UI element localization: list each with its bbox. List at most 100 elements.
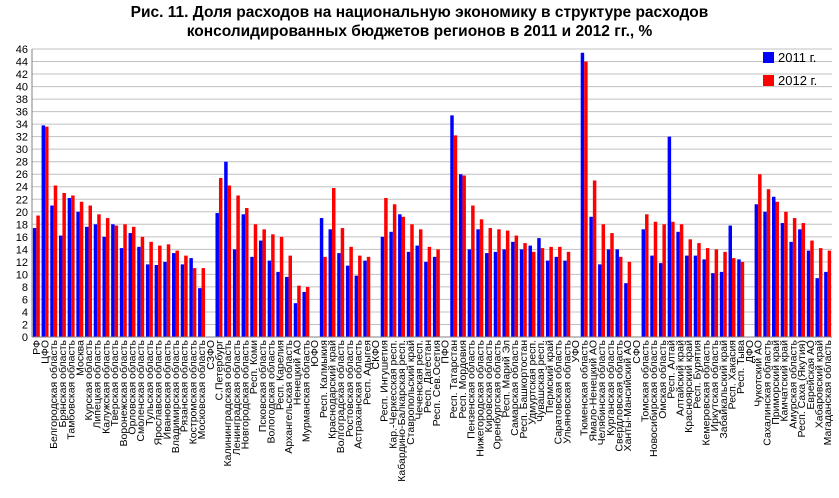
bar-2012 bbox=[497, 229, 501, 337]
bar-2011 bbox=[667, 136, 672, 337]
legend-swatch-2012 bbox=[763, 75, 774, 86]
y-tick-label: 38 bbox=[16, 94, 28, 106]
bar-2011 bbox=[415, 245, 419, 337]
x-category-label: Респ. Калмыкия bbox=[318, 340, 330, 418]
bar-2012 bbox=[566, 251, 571, 337]
y-tick-label: 26 bbox=[16, 169, 28, 181]
x-category-label: Брянская область bbox=[57, 339, 69, 427]
x-category-label: Вологодская область bbox=[266, 339, 278, 443]
bar-2012 bbox=[166, 244, 171, 337]
bar-2012 bbox=[784, 211, 788, 337]
x-category-label: Москва bbox=[74, 340, 86, 376]
x-category-label: ПФО bbox=[440, 340, 452, 364]
x-category-label: Калининградская область bbox=[222, 339, 234, 466]
bar-2012 bbox=[323, 256, 327, 337]
bar-2012 bbox=[471, 205, 475, 337]
bar-2011 bbox=[250, 256, 254, 337]
y-tick-label: 8 bbox=[22, 282, 28, 294]
bar-2012 bbox=[601, 224, 606, 337]
bar-2012 bbox=[245, 208, 249, 337]
bar-2011 bbox=[276, 271, 280, 337]
bar-2012 bbox=[792, 218, 797, 337]
bar-2012 bbox=[558, 246, 562, 337]
y-tick-label: 16 bbox=[16, 232, 28, 244]
bar-2012 bbox=[114, 225, 119, 337]
x-category-label: Новосибирская область bbox=[648, 339, 660, 456]
y-tick-label: 40 bbox=[16, 82, 28, 94]
bar-2012 bbox=[801, 223, 806, 337]
bar-2012 bbox=[523, 243, 527, 337]
x-category-label: СКФО bbox=[370, 340, 382, 370]
bar-2011 bbox=[354, 275, 359, 337]
bar-2012 bbox=[140, 236, 145, 337]
y-tick-label: 36 bbox=[16, 107, 28, 119]
x-category-label: Респ. Алтай bbox=[666, 340, 678, 399]
bar-2012 bbox=[705, 248, 710, 337]
bar-2011 bbox=[815, 278, 819, 337]
y-tick-label: 4 bbox=[22, 307, 28, 319]
x-category-label: СЗФО bbox=[205, 340, 217, 370]
bar-2011 bbox=[163, 261, 167, 337]
bar-2012 bbox=[818, 248, 823, 337]
y-tick-label: 44 bbox=[16, 57, 28, 69]
x-category-label: Ростовская область bbox=[344, 339, 356, 437]
bar-2012 bbox=[810, 240, 814, 337]
bar-2012 bbox=[410, 224, 414, 337]
bar-2011 bbox=[172, 253, 176, 337]
bar-2012 bbox=[184, 255, 188, 337]
y-tick-label: 14 bbox=[16, 244, 28, 256]
bar-2011 bbox=[232, 249, 237, 337]
bar-2012 bbox=[36, 215, 40, 337]
bar-2012 bbox=[358, 255, 362, 337]
bar-2011 bbox=[293, 303, 298, 337]
bar-2012 bbox=[201, 268, 206, 337]
bar-2011 bbox=[458, 174, 463, 337]
x-category-label: Кировская область bbox=[483, 339, 495, 432]
x-category-label: Курганская область bbox=[605, 339, 617, 435]
bar-2012 bbox=[401, 216, 406, 337]
bar-2011 bbox=[76, 211, 80, 337]
bar-2012 bbox=[305, 286, 310, 337]
bar-2012 bbox=[149, 241, 153, 337]
x-category-label: Магаданская область bbox=[822, 339, 834, 445]
x-category-label: Владимирская область bbox=[170, 339, 182, 453]
bar-2012 bbox=[262, 229, 266, 337]
y-tick-label: 20 bbox=[16, 207, 28, 219]
bar-2012 bbox=[53, 185, 58, 337]
x-category-label: Орловская область bbox=[127, 339, 139, 434]
bar-2012 bbox=[123, 224, 127, 337]
bar-2011 bbox=[154, 265, 159, 337]
bar-2011 bbox=[519, 249, 524, 337]
x-category-label: Ненецкий АО bbox=[292, 340, 304, 405]
bar-2011 bbox=[772, 196, 776, 337]
bar-2011 bbox=[58, 235, 63, 337]
x-category-label: Псковская область bbox=[257, 339, 269, 432]
bar-2012 bbox=[253, 224, 258, 337]
bar-2011 bbox=[511, 241, 515, 337]
bar-2011 bbox=[693, 255, 698, 337]
bar-2012 bbox=[97, 214, 101, 337]
bar-2011 bbox=[711, 273, 715, 337]
bar-2011 bbox=[485, 253, 489, 337]
bar-2011 bbox=[685, 255, 689, 337]
y-tick-label: 32 bbox=[16, 132, 28, 144]
x-category-label: Калужская область bbox=[100, 339, 112, 433]
bar-2011 bbox=[641, 229, 646, 337]
x-category-label: Респ. Тыва bbox=[735, 340, 747, 394]
x-category-label: Свердловская область bbox=[613, 339, 625, 451]
bar-2011 bbox=[424, 261, 428, 337]
x-category-label: Забайкальский край bbox=[718, 340, 730, 439]
bar-2011 bbox=[598, 264, 602, 337]
x-category-label: Краснодарский край bbox=[327, 340, 339, 439]
bar-2011 bbox=[328, 229, 332, 337]
bar-2011 bbox=[780, 223, 785, 337]
chart-title-line-2: консолидированных бюджетов регионов в 20… bbox=[186, 23, 653, 40]
legend-swatch-2011 bbox=[763, 52, 774, 63]
x-category-label: Курская область bbox=[83, 339, 95, 420]
bar-2011 bbox=[702, 259, 706, 337]
x-category-label: Чувашская респ. bbox=[535, 340, 547, 422]
y-tick-label: 0 bbox=[22, 332, 28, 344]
bar-2012 bbox=[366, 256, 371, 337]
bar-2011 bbox=[337, 253, 341, 337]
